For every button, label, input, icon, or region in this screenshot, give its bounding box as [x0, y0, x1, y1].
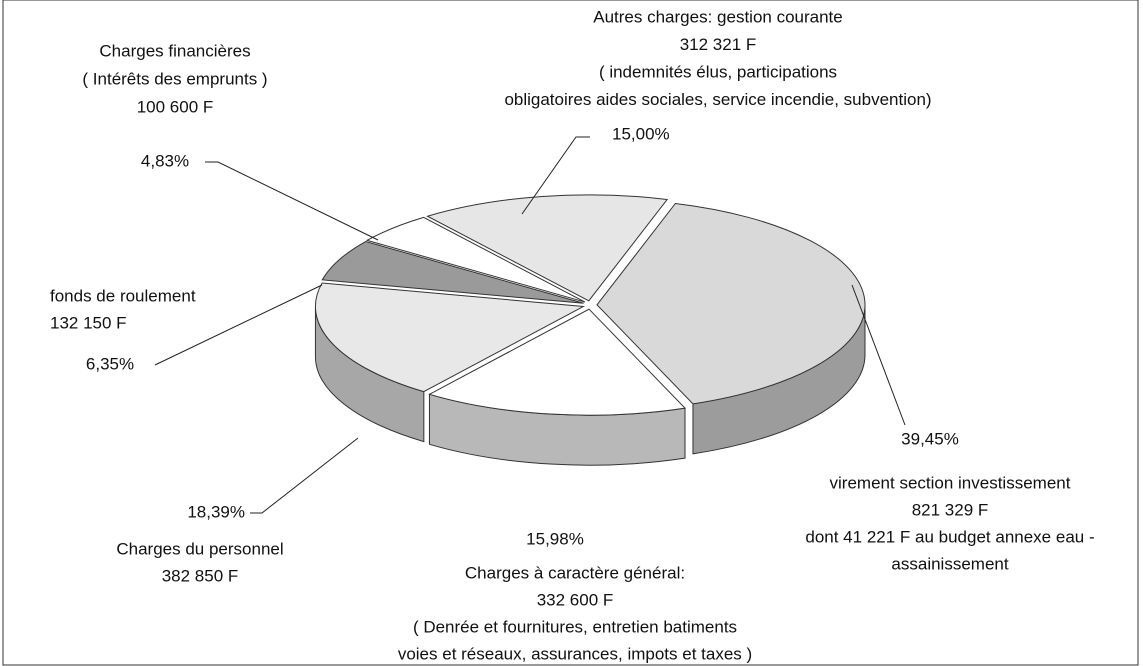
- slice-label: Autres charges: gestion courante: [593, 7, 842, 26]
- slice-label: dont 41 221 F au budget annexe eau -: [805, 527, 1094, 546]
- leader-line: [250, 437, 359, 514]
- slice-label: virement section investissement: [830, 473, 1071, 492]
- slice-label: 312 321 F: [680, 35, 757, 54]
- slice: [321, 241, 584, 304]
- value-label: 6,35%: [86, 354, 134, 373]
- slice: [314, 282, 586, 393]
- slice: [426, 194, 669, 302]
- leader-line: [154, 284, 323, 366]
- value-label: 15,00%: [612, 124, 670, 143]
- value-label: 18,39%: [187, 502, 245, 521]
- slice-label: ( Intérêts des emprunts ): [82, 69, 267, 88]
- slice: [428, 308, 687, 416]
- slice-label: ( indemnités élus, participations: [599, 62, 837, 81]
- slice-label: voies et réseaux, assurances, impots et …: [398, 644, 752, 663]
- slice-label: 132 150 F: [50, 313, 127, 332]
- leader-line: [851, 284, 906, 426]
- slice-label: 821 329 F: [912, 500, 989, 519]
- slice-label: assainissement: [891, 554, 1008, 573]
- slice: [365, 216, 586, 303]
- slice-label: 382 850 F: [162, 566, 239, 585]
- slice-label: obligatoires aides sociales, service inc…: [504, 90, 931, 109]
- slice-label: Charges du personnel: [116, 539, 283, 558]
- value-label: 15,98%: [526, 529, 584, 548]
- value-label: 4,83%: [141, 151, 189, 170]
- leader-line: [205, 161, 379, 241]
- slice-label: Charges financières: [99, 41, 250, 60]
- slice-label: ( Denrée et fournitures, entretien batim…: [413, 617, 737, 636]
- slice-label: 332 600 F: [537, 590, 614, 609]
- value-label: 39,45%: [901, 429, 959, 448]
- leader-line: [521, 136, 590, 215]
- slice: [596, 202, 866, 405]
- slice-label: 100 600 F: [137, 97, 214, 116]
- slice-label: Charges à caractère général:: [465, 563, 685, 582]
- slice-label: fonds de roulement: [50, 286, 196, 305]
